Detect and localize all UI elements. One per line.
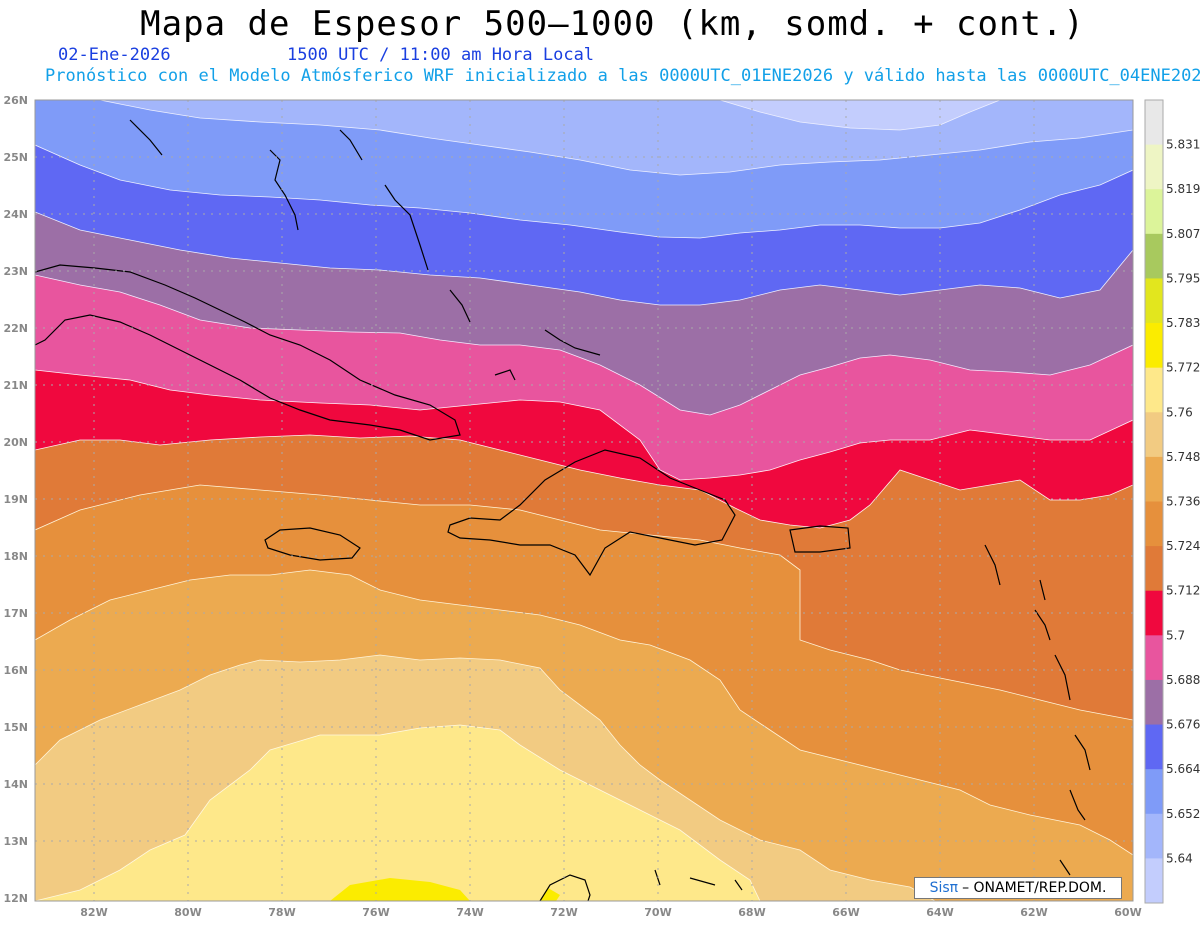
legend-swatch xyxy=(1145,501,1163,547)
coastlines xyxy=(35,119,1091,901)
x-axis: 82W 80W 78W 76W 74W 72W 70W 68W 66W 64W … xyxy=(80,906,1141,919)
y-tick-label: 21N xyxy=(3,379,28,392)
color-legend: 5.831 5.819 5.807 5.795 5.783 5.772 5.76 5.748 5… xyxy=(1144,99,1200,904)
legend-label: 5.676 xyxy=(1166,718,1200,732)
sispi-brand: Sisπ xyxy=(929,880,959,896)
x-tick-label: 78W xyxy=(268,906,295,919)
legend-label: 5.831 xyxy=(1166,138,1200,152)
legend-swatch xyxy=(1145,679,1163,726)
y-tick-label: 22N xyxy=(3,322,28,335)
y-tick-label: 12N xyxy=(3,892,28,905)
puerto-rico-coast xyxy=(789,525,851,553)
band-5-76 xyxy=(35,724,761,901)
y-tick-label: 16N xyxy=(3,664,28,677)
y-tick-label: 19N xyxy=(3,493,28,506)
model-info-text: Pronóstico con el Modelo Atmósferico WRF… xyxy=(45,66,1200,86)
x-tick-label: 72W xyxy=(550,906,577,919)
band-5-772b xyxy=(540,888,560,901)
legend-swatch xyxy=(1145,769,1163,815)
legend-swatch xyxy=(1145,323,1163,369)
x-tick-label: 70W xyxy=(644,906,671,919)
legend-frame xyxy=(1144,99,1164,904)
map-title: Mapa de Espesor 500–1000 (km, somd. + co… xyxy=(140,4,1085,44)
x-tick-label: 62W xyxy=(1020,906,1047,919)
lesser-antilles-coast xyxy=(984,544,1091,876)
x-tick-label: 74W xyxy=(456,906,483,919)
legend-label: 5.712 xyxy=(1166,584,1200,598)
x-tick-label: 60W xyxy=(1114,906,1141,919)
date-text: 02-Ene-2026 xyxy=(58,45,171,65)
legend-swatch xyxy=(1145,278,1163,324)
jamaica-coast xyxy=(264,527,361,561)
legend-label: 5.652 xyxy=(1166,807,1200,821)
credit-box: Sisπ – ONAMET/REP.DOM. xyxy=(914,877,1122,899)
band-5-772 xyxy=(330,878,470,901)
legend-label: 5.748 xyxy=(1166,450,1200,464)
bahamas-coast xyxy=(129,119,601,381)
x-tick-label: 76W xyxy=(362,906,389,919)
y-tick-label: 23N xyxy=(3,265,28,278)
legend-label: 5.772 xyxy=(1166,361,1200,375)
y-tick-label: 20N xyxy=(3,436,28,449)
y-tick-label: 14N xyxy=(3,778,28,791)
credit-text: – ONAMET/REP.DOM. xyxy=(962,880,1107,896)
y-tick-label: 26N xyxy=(3,94,28,107)
band-5-628 xyxy=(719,100,1001,131)
x-tick-label: 68W xyxy=(738,906,765,919)
legend-swatch xyxy=(1145,724,1163,770)
legend-label: 5.795 xyxy=(1166,271,1200,285)
legend-swatch xyxy=(1145,189,1163,235)
y-tick-label: 24N xyxy=(3,208,28,221)
y-tick-label: 18N xyxy=(3,550,28,563)
legend-swatch xyxy=(1145,858,1163,904)
legend-label: 5.688 xyxy=(1166,673,1200,687)
legend-swatch xyxy=(1145,144,1163,190)
legend-swatch xyxy=(1145,590,1163,636)
legend-swatch xyxy=(1145,412,1163,458)
legend-swatch xyxy=(1145,546,1163,592)
legend-swatch xyxy=(1145,367,1163,413)
grid-lines xyxy=(35,100,1133,901)
x-tick-label: 80W xyxy=(174,906,201,919)
x-tick-label: 82W xyxy=(80,906,107,919)
y-tick-label: 17N xyxy=(3,607,28,620)
legend-swatch xyxy=(1145,635,1163,681)
legend-label: 5.7 xyxy=(1166,628,1185,642)
legend-label: 5.807 xyxy=(1166,227,1200,241)
legend-label: 5.664 xyxy=(1166,762,1200,776)
y-axis: 26N 25N 24N 23N 22N 21N 20N 19N 18N 17N … xyxy=(3,94,28,905)
legend-label: 5.783 xyxy=(1166,316,1200,330)
x-tick-label: 64W xyxy=(926,906,953,919)
legend-label: 5.64 xyxy=(1166,851,1193,865)
legend-swatch xyxy=(1145,100,1163,146)
y-tick-label: 13N xyxy=(3,835,28,848)
cuba-coast xyxy=(35,264,461,441)
legend-label: 5.819 xyxy=(1166,182,1200,196)
y-tick-label: 25N xyxy=(3,151,28,164)
hispaniola-coast xyxy=(447,449,736,577)
map-frame xyxy=(34,99,1134,902)
x-tick-label: 66W xyxy=(832,906,859,919)
y-tick-label: 15N xyxy=(3,721,28,734)
filled-contours xyxy=(35,100,1133,901)
legend-swatch xyxy=(1145,233,1163,279)
legend-label: 5.76 xyxy=(1166,405,1193,419)
legend-swatch xyxy=(1145,813,1163,859)
legend-label: 5.736 xyxy=(1166,495,1200,509)
legend-swatch xyxy=(1145,456,1163,502)
time-text: 1500 UTC / 11:00 am Hora Local xyxy=(287,45,595,65)
legend-label: 5.724 xyxy=(1166,539,1200,553)
